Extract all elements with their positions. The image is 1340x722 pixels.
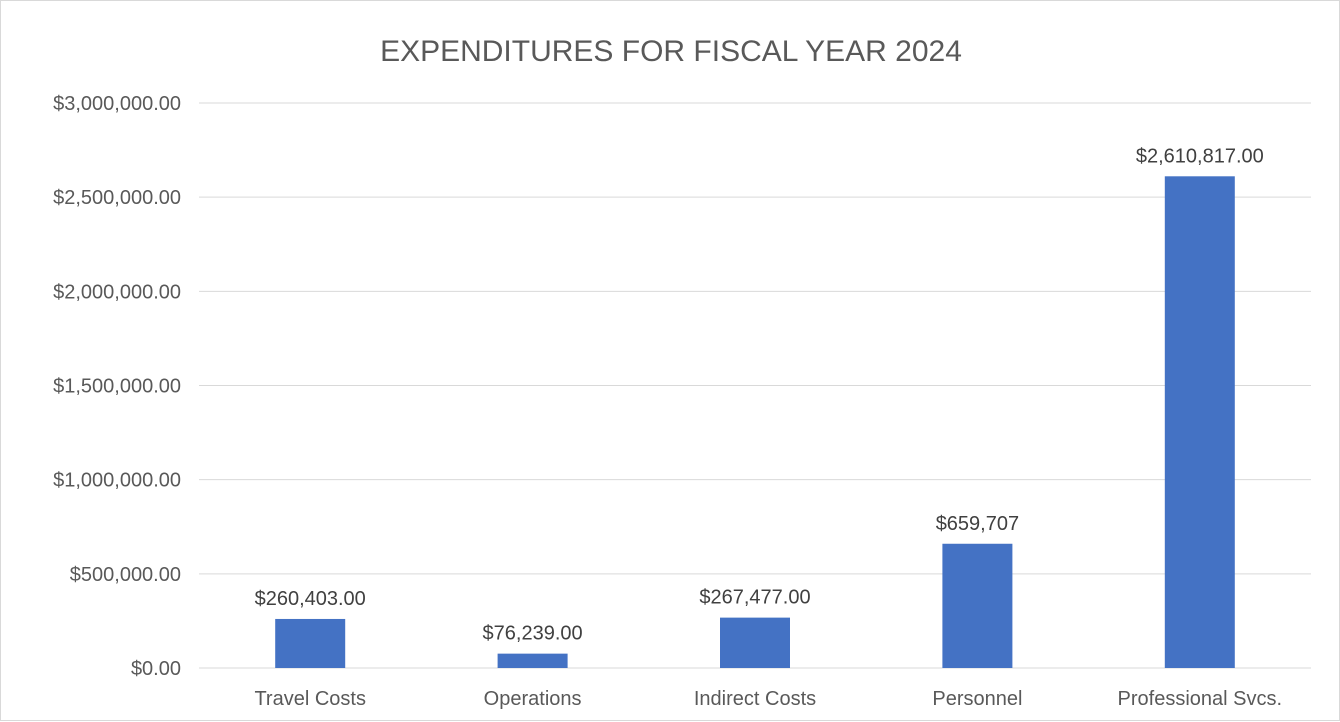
bar (942, 543, 1013, 668)
data-label: $76,239.00 (483, 623, 583, 645)
bar (275, 618, 346, 668)
x-tick-label: Operations (484, 688, 582, 710)
x-axis-tick-labels: Travel Costs Operations Indirect Costs Pers… (254, 688, 1282, 710)
gridlines (199, 102, 1311, 669)
y-tick-label: $2,000,000.00 (53, 281, 181, 303)
y-tick-label: $500,000.00 (70, 564, 181, 586)
y-tick-label: $3,000,000.00 (53, 93, 181, 115)
y-tick-label: $0.00 (131, 658, 181, 680)
bar (1164, 176, 1235, 668)
y-tick-label: $2,500,000.00 (53, 187, 181, 209)
y-tick-label: $1,500,000.00 (53, 376, 181, 398)
y-axis-tick-labels: $0.00 $500,000.00 $1,000,000.00 $1,500,000.… (53, 93, 181, 680)
data-label: $659,707 (936, 513, 1019, 535)
x-tick-label: Professional Svcs. (1118, 688, 1283, 710)
x-tick-label: Travel Costs (254, 688, 366, 710)
chart-title: EXPENDITURES FOR FISCAL YEAR 2024 (380, 35, 962, 68)
bars (275, 176, 1235, 668)
bar (720, 617, 790, 668)
bar (497, 653, 568, 668)
x-tick-label: Indirect Costs (694, 688, 816, 710)
y-tick-label: $1,000,000.00 (53, 470, 181, 492)
data-labels: $260,403.00 $76,239.00 $267,477.00 $659,707… (255, 145, 1264, 644)
data-label: $2,610,817.00 (1136, 145, 1264, 167)
data-label: $260,403.00 (255, 588, 366, 610)
data-label: $267,477.00 (699, 587, 810, 609)
x-tick-label: Personnel (932, 688, 1022, 710)
